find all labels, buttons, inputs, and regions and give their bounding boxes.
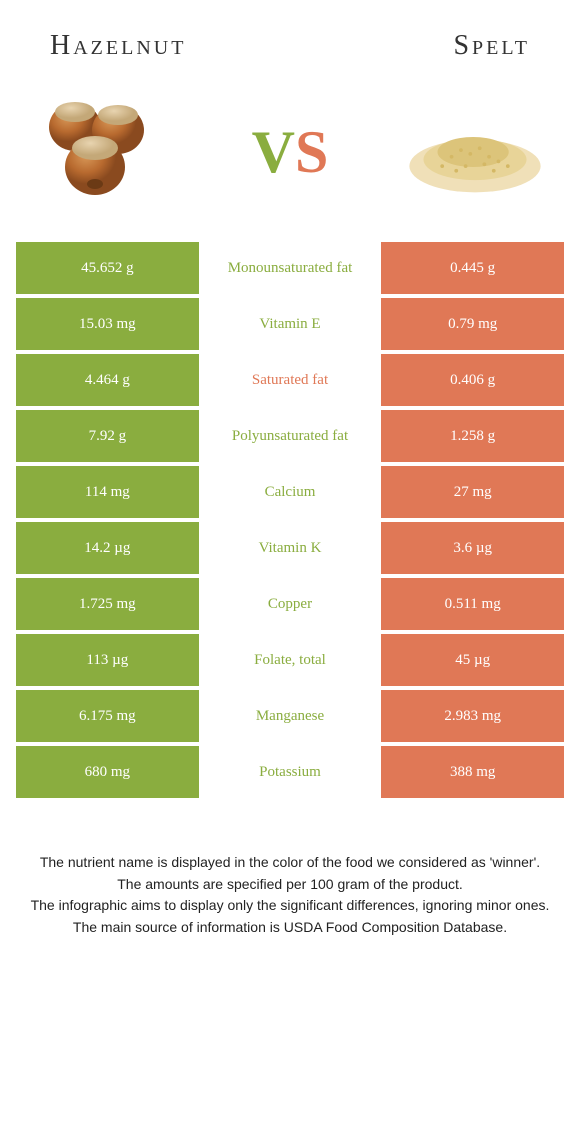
value-right: 1.258 g [381, 410, 564, 462]
table-row: 680 mgPotassium388 mg [16, 746, 564, 798]
nutrient-label: Calcium [199, 466, 382, 518]
value-left: 680 mg [16, 746, 199, 798]
nutrient-label: Monounsaturated fat [199, 242, 382, 294]
footnote-line: The infographic aims to display only the… [26, 895, 554, 917]
table-row: 7.92 gPolyunsaturated fat1.258 g [16, 410, 564, 462]
nutrient-label: Saturated fat [199, 354, 382, 406]
value-left: 114 mg [16, 466, 199, 518]
table-row: 14.2 µgVitamin K3.6 µg [16, 522, 564, 574]
table-row: 1.725 mgCopper0.511 mg [16, 578, 564, 630]
header: Hazelnut Spelt [0, 0, 580, 82]
table-row: 45.652 gMonounsaturated fat0.445 g [16, 242, 564, 294]
value-left: 7.92 g [16, 410, 199, 462]
value-right: 0.79 mg [381, 298, 564, 350]
table-row: 6.175 mgManganese2.983 mg [16, 690, 564, 742]
hazelnut-image [30, 92, 180, 212]
spelt-image [400, 92, 550, 212]
value-right: 0.406 g [381, 354, 564, 406]
vs-v: V [252, 119, 295, 185]
table-row: 4.464 gSaturated fat0.406 g [16, 354, 564, 406]
footnote-line: The amounts are specified per 100 gram o… [26, 874, 554, 896]
value-right: 0.511 mg [381, 578, 564, 630]
value-left: 14.2 µg [16, 522, 199, 574]
value-right: 3.6 µg [381, 522, 564, 574]
table-row: 15.03 mgVitamin E0.79 mg [16, 298, 564, 350]
value-left: 4.464 g [16, 354, 199, 406]
title-left: Hazelnut [50, 30, 186, 62]
value-right: 388 mg [381, 746, 564, 798]
value-right: 0.445 g [381, 242, 564, 294]
table-row: 114 mgCalcium27 mg [16, 466, 564, 518]
vs-row: VS [0, 82, 580, 242]
nutrient-label: Copper [199, 578, 382, 630]
vs-label: VS [252, 118, 329, 187]
value-right: 45 µg [381, 634, 564, 686]
nutrient-label: Vitamin K [199, 522, 382, 574]
footnote-line: The main source of information is USDA F… [26, 917, 554, 939]
vs-s: S [295, 119, 328, 185]
title-right: Spelt [453, 30, 530, 62]
nutrient-label: Vitamin E [199, 298, 382, 350]
value-left: 6.175 mg [16, 690, 199, 742]
nutrient-label: Potassium [199, 746, 382, 798]
nutrient-label: Polyunsaturated fat [199, 410, 382, 462]
nutrient-label: Folate, total [199, 634, 382, 686]
value-right: 27 mg [381, 466, 564, 518]
footnotes: The nutrient name is displayed in the co… [0, 802, 580, 939]
value-left: 1.725 mg [16, 578, 199, 630]
nutrient-label: Manganese [199, 690, 382, 742]
value-right: 2.983 mg [381, 690, 564, 742]
table-row: 113 µgFolate, total45 µg [16, 634, 564, 686]
value-left: 15.03 mg [16, 298, 199, 350]
value-left: 45.652 g [16, 242, 199, 294]
comparison-table: 45.652 gMonounsaturated fat0.445 g15.03 … [0, 242, 580, 798]
value-left: 113 µg [16, 634, 199, 686]
footnote-line: The nutrient name is displayed in the co… [26, 852, 554, 874]
